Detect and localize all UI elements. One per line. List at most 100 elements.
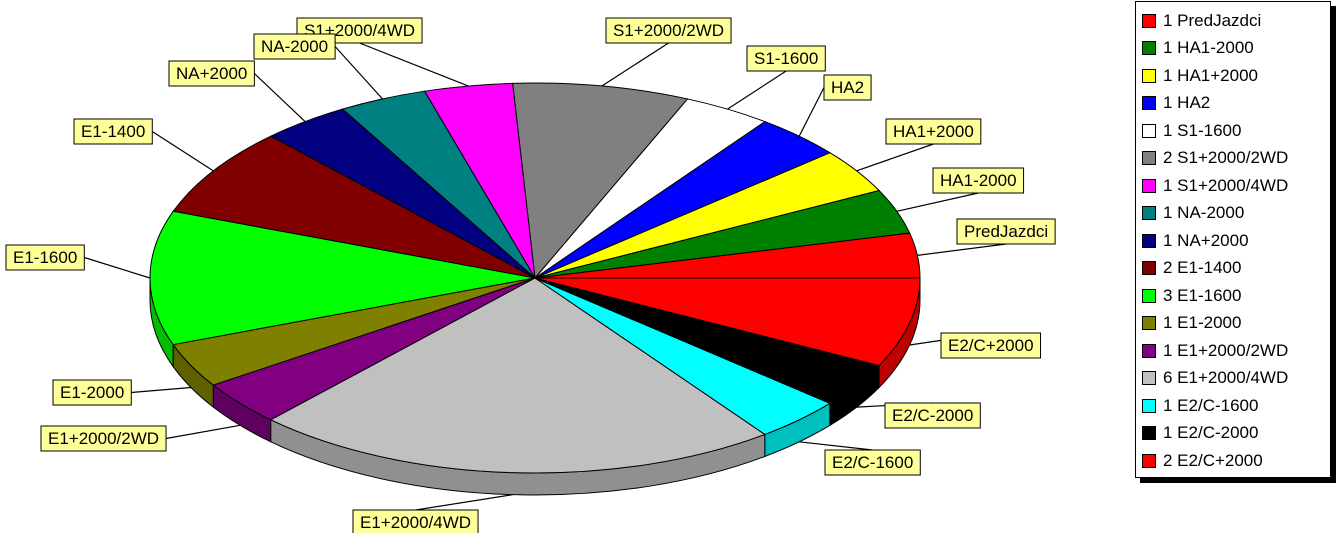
slice-label-text: E1-1600 — [13, 248, 77, 267]
legend-item: 2 E2/C+2000 — [1136, 447, 1330, 475]
legend-swatch — [1142, 261, 1156, 276]
slice-label-text: E1+2000/2WD — [48, 429, 159, 448]
legend-swatch — [1142, 233, 1156, 248]
slice-label-e1-2000-4wd: E1+2000/4WD — [352, 494, 513, 533]
slice-label-na-2000: NA-2000 — [253, 33, 383, 100]
legend-item: 1 S1-1600 — [1136, 117, 1330, 145]
pie-chart: PredJazdci HA1-2000 HA1+2000 HA2 S1-1600 S1+2… — [5, 17, 1056, 533]
leader-line — [151, 130, 214, 172]
slice-s1-2000-2wd — [512, 82, 689, 280]
legend-swatch — [1142, 123, 1156, 138]
legend-label: 2 S1+2000/2WD — [1163, 148, 1289, 168]
leader-line — [601, 42, 669, 87]
slice-e1-2000-4wd — [269, 277, 766, 474]
leader-line — [917, 243, 1007, 256]
pie-sides — [149, 277, 921, 496]
legend-label: 1 S1-1600 — [1163, 120, 1242, 140]
slice-label-ha1-2000: HA1-2000 — [896, 167, 1025, 212]
slice-label-na-2000: NA+2000 — [168, 60, 306, 123]
legend-label: 1 HA2 — [1163, 93, 1211, 113]
slice-label-box — [605, 17, 732, 44]
leader-line — [415, 494, 513, 511]
slice-label-box — [823, 74, 872, 101]
legend-item: 1 E2/C-2000 — [1136, 420, 1330, 448]
legend-label: 1 S1+2000/4WD — [1163, 175, 1289, 195]
legend-item: 3 E1-1600 — [1136, 282, 1330, 310]
slice-label-text: NA-2000 — [261, 37, 328, 56]
legend-item: 2 S1+2000/2WD — [1136, 145, 1330, 173]
legend-item: 1 E1-2000 — [1136, 310, 1330, 338]
legend-swatch — [1142, 13, 1156, 28]
slice-label-box — [956, 218, 1056, 245]
slice-label-text: S1-1600 — [754, 49, 818, 68]
legend-item: 1 HA2 — [1136, 90, 1330, 118]
slice-label-e1-2000-2wd: E1+2000/2WD — [40, 424, 241, 452]
slice-label-e2-c-2000: E2/C+2000 — [909, 332, 1042, 359]
legend-label: 1 HA1-2000 — [1163, 38, 1254, 58]
slice-label-text: E2/C-1600 — [832, 453, 913, 472]
leader-line — [799, 441, 873, 451]
slice-label-box — [352, 509, 479, 533]
slice-label-text: E1-1400 — [81, 122, 145, 141]
slice-label-text: HA1-2000 — [940, 171, 1017, 190]
legend-label: 1 E1-2000 — [1163, 313, 1242, 333]
slice-label-text: PredJazdci — [964, 222, 1048, 241]
legend-label: 2 E1-1400 — [1163, 258, 1242, 278]
legend-swatch — [1142, 343, 1156, 358]
slice-label-box — [932, 167, 1025, 194]
slice-label-s1-2000-2wd: S1+2000/2WD — [601, 17, 732, 87]
legend-item: 1 NA-2000 — [1136, 200, 1330, 228]
legend-label: 1 NA+2000 — [1163, 230, 1249, 250]
legend-swatch — [1142, 398, 1156, 413]
legend-swatch — [1142, 178, 1156, 193]
slice-label-e2-c-2000: E2/C-2000 — [856, 402, 981, 429]
legend-swatch — [1142, 316, 1156, 331]
slice-e2-c-2000 — [534, 277, 921, 367]
slice-label-predjazdci: PredJazdci — [917, 218, 1056, 256]
slice-label-box — [168, 60, 255, 87]
legend-swatch — [1142, 151, 1156, 166]
slice-label-text: E2/C+2000 — [948, 336, 1034, 355]
legend-item: 1 PredJazdci — [1136, 7, 1330, 35]
slice-label-e1-1400: E1-1400 — [73, 118, 214, 172]
slice-label-box — [40, 425, 167, 452]
leader-line — [84, 256, 151, 279]
leader-line — [798, 87, 825, 137]
slice-label-text: HA2 — [831, 78, 864, 97]
leader-line — [896, 192, 979, 212]
leader-line — [165, 424, 241, 440]
slice-label-text: E2/C-2000 — [892, 406, 973, 425]
slice-label-box — [746, 45, 826, 72]
slice-label-ha2: HA2 — [798, 74, 872, 137]
leader-line — [253, 73, 306, 123]
slice-label-box — [884, 402, 981, 429]
legend-label: 1 E1+2000/2WD — [1163, 340, 1289, 360]
slice-label-box — [5, 244, 85, 271]
legend-swatch — [1142, 453, 1156, 468]
legend-item: 1 S1+2000/4WD — [1136, 172, 1330, 200]
legend-swatch — [1142, 68, 1156, 83]
slice-label-box — [73, 118, 153, 145]
leader-line — [727, 70, 787, 110]
legend-label: 1 PredJazdci — [1163, 10, 1262, 30]
slice-label-box — [52, 379, 132, 406]
slice-label-e1-2000: E1-2000 — [52, 379, 192, 406]
leader-line — [359, 42, 469, 87]
slice-label-e1-1600: E1-1600 — [5, 244, 151, 279]
legend-item: 1 E2/C-1600 — [1136, 392, 1330, 420]
legend-item: 1 NA+2000 — [1136, 227, 1330, 255]
leader-line — [131, 386, 192, 394]
legend-item: 6 E1+2000/4WD — [1136, 365, 1330, 393]
slice-label-text: HA1+2000 — [893, 122, 974, 141]
slice-e1-1600 — [149, 210, 536, 346]
slice-label-text: E1+2000/4WD — [360, 513, 471, 532]
legend-swatch — [1142, 371, 1156, 386]
legend-item: 1 HA1-2000 — [1136, 35, 1330, 63]
legend-swatch — [1142, 288, 1156, 303]
slice-label-s1-1600: S1-1600 — [727, 45, 826, 110]
slice-label-text: NA+2000 — [176, 64, 247, 83]
leader-line — [856, 143, 934, 172]
legend: 1 PredJazdci 1 HA1-2000 1 HA1+2000 1 HA2 1 S… — [1135, 1, 1331, 478]
legend-swatch — [1142, 426, 1156, 441]
legend-swatch — [1142, 96, 1156, 111]
